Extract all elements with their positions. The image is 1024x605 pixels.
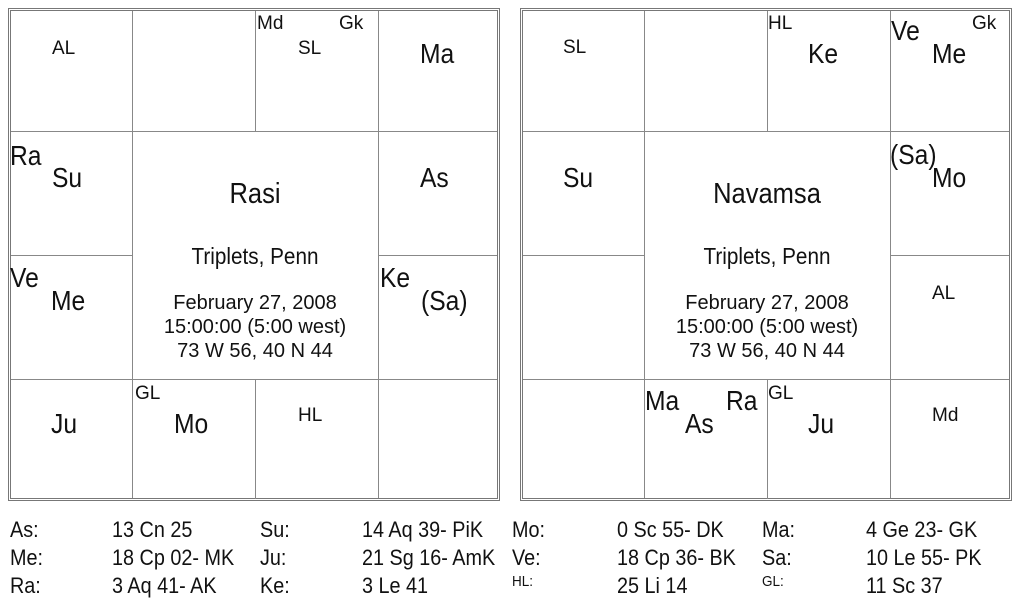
position-label: Ra: — [10, 573, 41, 598]
position-label: Me: — [10, 545, 44, 570]
position-value: 18 Cp 36- BK — [617, 545, 736, 570]
position-value: 21 Sg 16- AmK — [362, 545, 496, 570]
position-value: 3 Le 41 — [362, 573, 429, 598]
position-value: 10 Le 55- PK — [866, 545, 982, 570]
nav-hl: HL — [768, 13, 793, 34]
position-label: HL: — [512, 573, 534, 590]
position-value: 25 Li 14 — [617, 573, 688, 598]
grid-line — [523, 131, 1009, 132]
navamsa-place: 73 W 56, 40 N 44 — [689, 340, 845, 362]
grid-line — [378, 11, 379, 498]
position-value: 11 Sc 37 — [866, 573, 943, 598]
rasi-me: Me — [51, 285, 86, 316]
grid-line — [644, 11, 645, 498]
position-value: 3 Aq 41- AK — [112, 573, 217, 598]
nav-ve: Ve — [891, 15, 920, 46]
rasi-ve: Ve — [10, 262, 39, 293]
rasi-subtitle: Triplets, Penn — [191, 243, 319, 269]
rasi-place: 73 W 56, 40 N 44 — [177, 340, 333, 362]
navamsa-subtitle: Triplets, Penn — [703, 243, 831, 269]
rasi-sa: (Sa) — [421, 285, 468, 316]
nav-su: Su — [563, 162, 594, 193]
position-value: 0 Sc 55- DK — [617, 517, 724, 542]
nav-ma: Ma — [645, 385, 680, 416]
rasi-date: February 27, 2008 — [173, 292, 337, 314]
position-label: Ju: — [260, 545, 287, 570]
position-label: Mo: — [512, 517, 546, 542]
grid-line — [11, 131, 497, 132]
grid-line — [523, 255, 644, 256]
nav-gk: Gk — [972, 13, 997, 34]
position-label: Sa: — [762, 545, 792, 570]
position-label: Ve: — [512, 545, 541, 570]
rasi-time: 15:00:00 (5:00 west) — [163, 316, 347, 338]
grid-line — [890, 11, 891, 498]
rasi-sl: SL — [298, 38, 322, 59]
nav-ra: Ra — [726, 385, 758, 416]
grid-line — [378, 255, 497, 256]
navamsa-time: 15:00:00 (5:00 west) — [675, 316, 859, 338]
grid-line — [890, 255, 1009, 256]
position-value: 14 Aq 39- PiK — [362, 517, 484, 542]
grid-line — [255, 11, 256, 131]
rasi-as: As — [420, 162, 449, 193]
position-value: 13 Cn 25 — [112, 517, 193, 542]
rasi-hl: HL — [298, 405, 323, 426]
grid-line — [11, 379, 497, 380]
position-label: GL: — [762, 573, 784, 590]
grid-line — [11, 255, 132, 256]
navamsa-date: February 27, 2008 — [685, 292, 849, 314]
nav-ke: Ke — [808, 38, 839, 69]
navamsa-chart — [520, 8, 1012, 501]
position-label: Su: — [260, 517, 290, 542]
position-value: 18 Cp 02- MK — [112, 545, 235, 570]
nav-me: Me — [932, 38, 967, 69]
position-label: As: — [10, 517, 39, 542]
rasi-gk: Gk — [339, 13, 364, 34]
nav-md: Md — [932, 405, 959, 426]
rasi-ra: Ra — [10, 140, 42, 171]
nav-sa: (Sa) — [890, 139, 937, 170]
grid-line — [132, 11, 133, 498]
nav-ju: Ju — [808, 408, 835, 439]
grid-line — [767, 379, 768, 499]
nav-gl: GL — [768, 383, 794, 404]
rasi-su: Su — [52, 162, 83, 193]
position-label: Ma: — [762, 517, 796, 542]
nav-sl: SL — [563, 37, 587, 58]
nav-as: As — [685, 408, 714, 439]
grid-line — [523, 379, 1009, 380]
rasi-al: AL — [52, 38, 76, 59]
rasi-mo: Mo — [174, 408, 209, 439]
rasi-gl: GL — [135, 383, 161, 404]
rasi-chart — [8, 8, 500, 501]
position-value: 4 Ge 23- GK — [866, 517, 978, 542]
rasi-ma: Ma — [420, 38, 455, 69]
navamsa-title: Navamsa — [713, 178, 821, 210]
rasi-md: Md — [257, 13, 284, 34]
grid-line — [255, 379, 256, 499]
rasi-title: Rasi — [229, 178, 281, 210]
position-label: Ke: — [260, 573, 290, 598]
rasi-ju: Ju — [51, 408, 78, 439]
nav-al: AL — [932, 283, 956, 304]
rasi-ke: Ke — [380, 262, 411, 293]
nav-mo: Mo — [932, 162, 967, 193]
grid-line — [767, 11, 768, 131]
